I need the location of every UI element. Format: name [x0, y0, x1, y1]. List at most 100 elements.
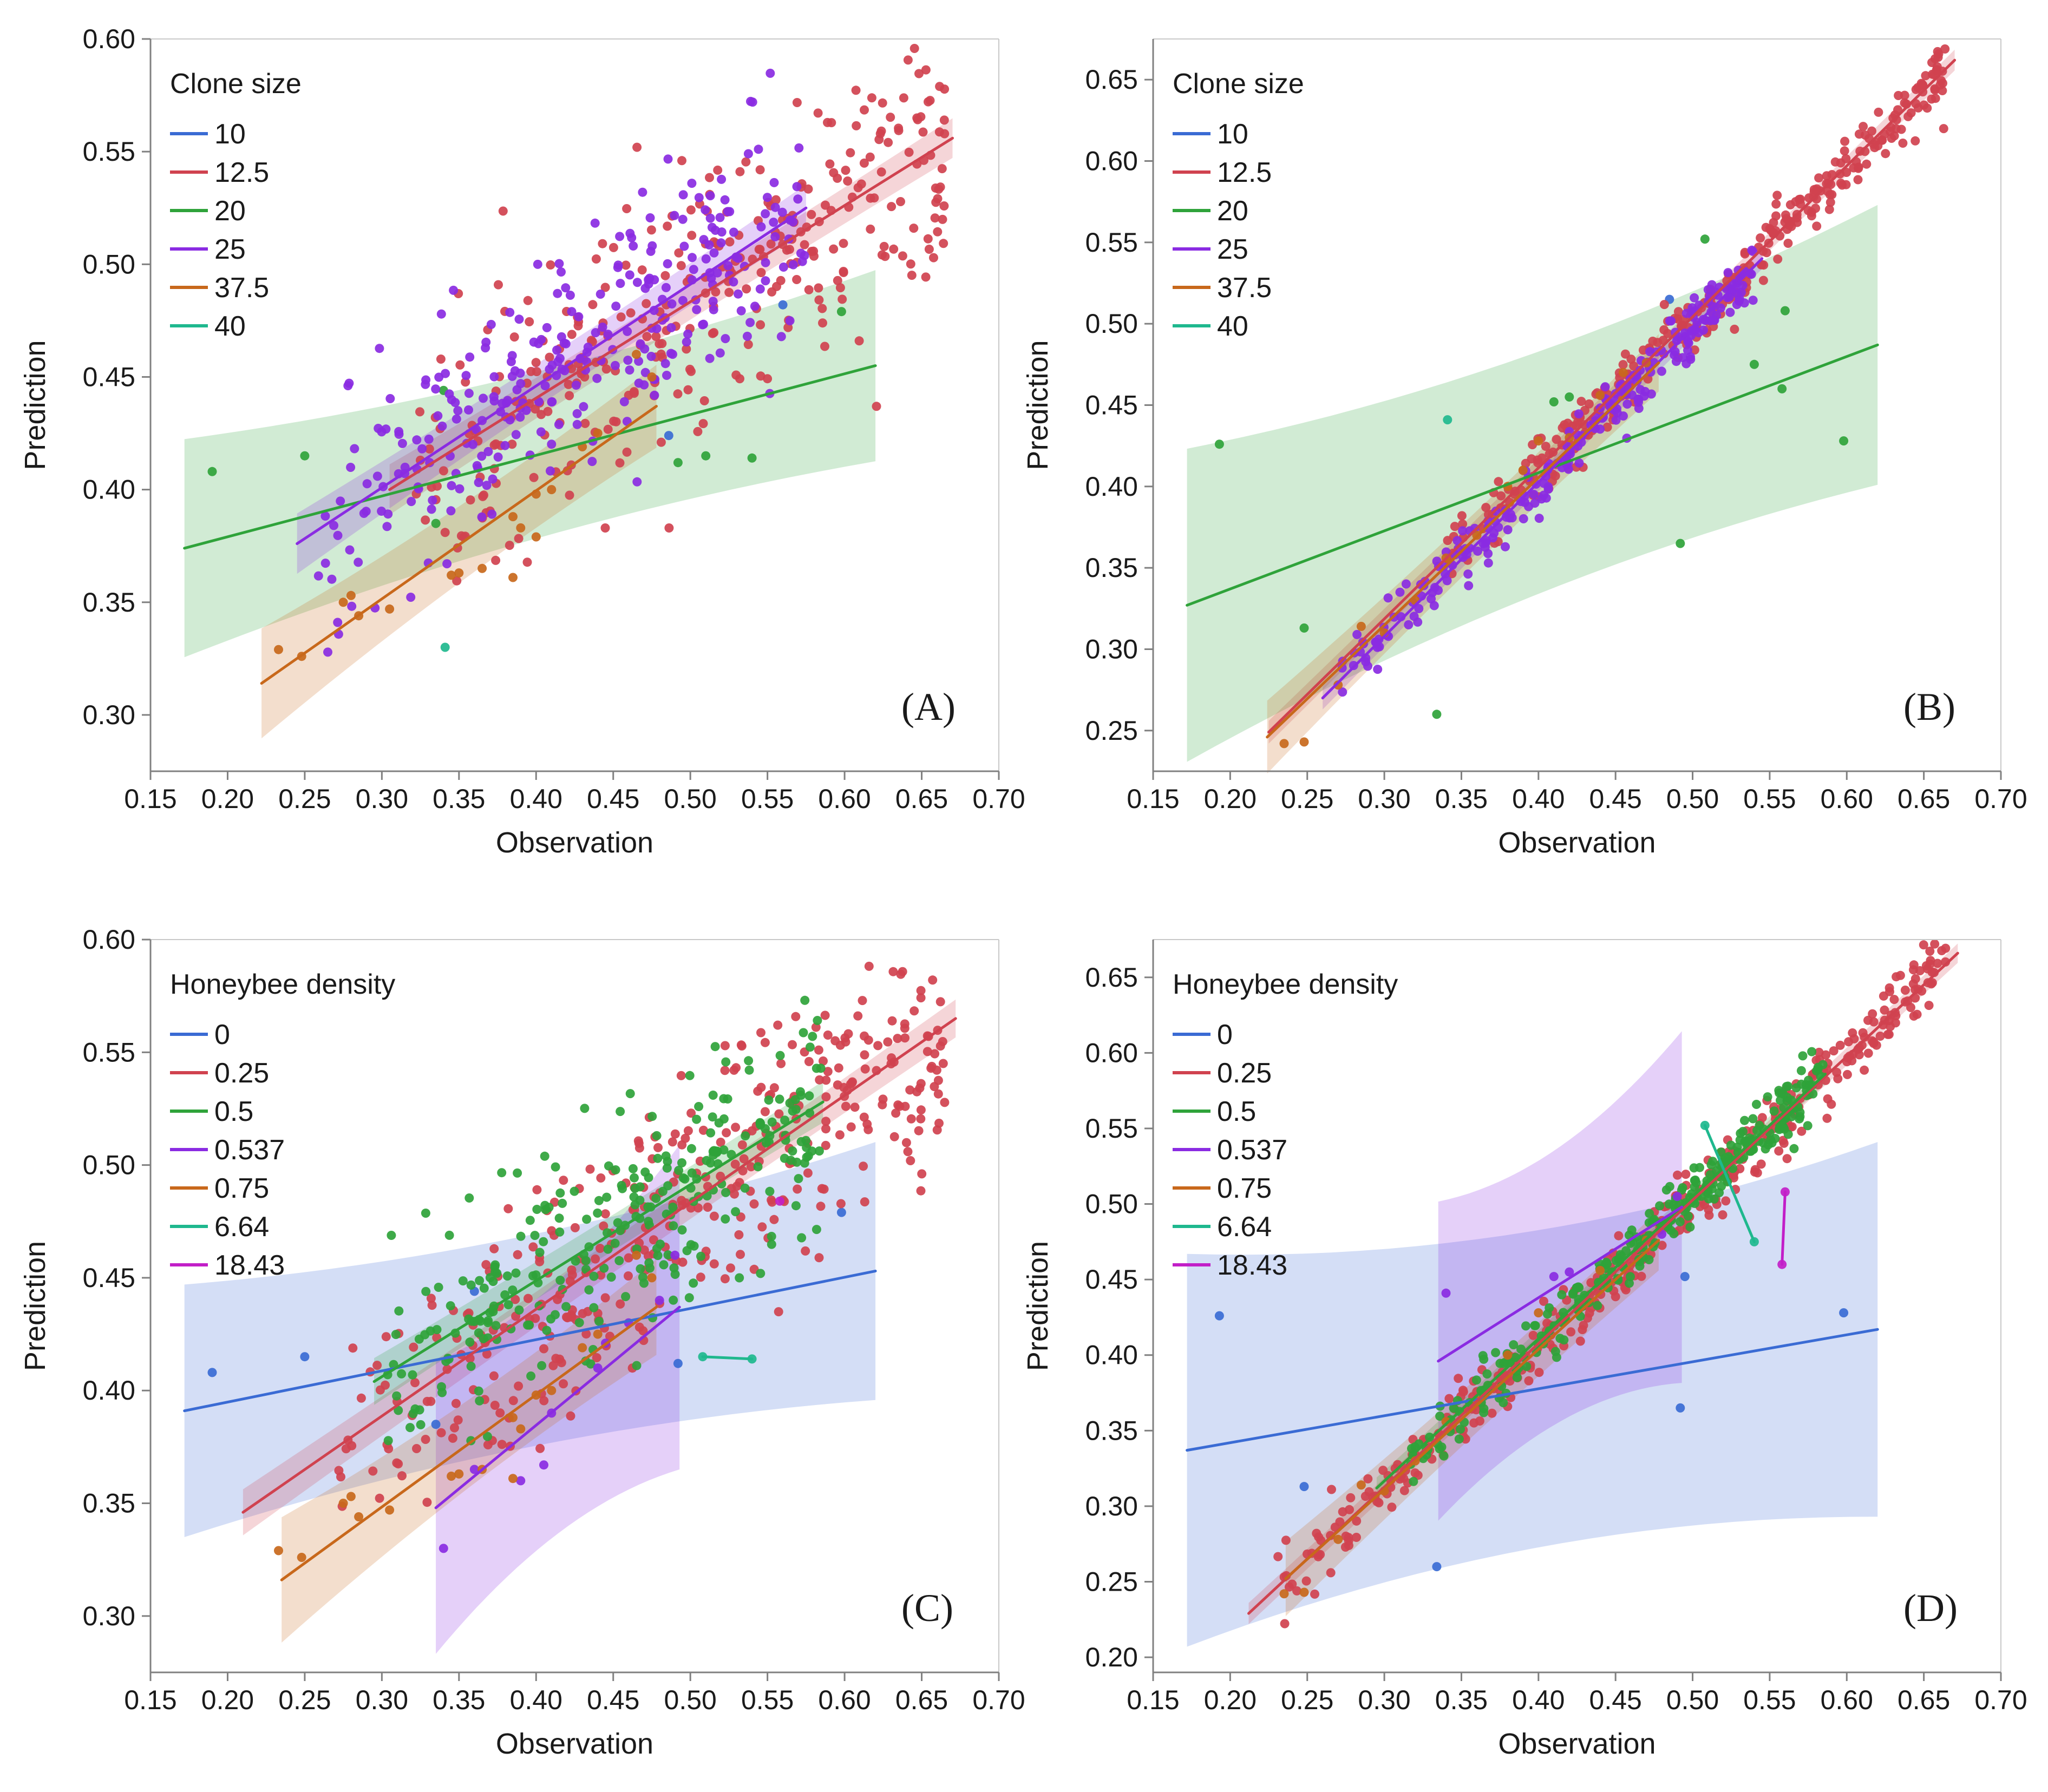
data-point-0 [1299, 1482, 1309, 1492]
data-point-12-5 [1859, 122, 1868, 132]
data-point-12-5 [1840, 136, 1850, 146]
y-tick-label: 0.55 [83, 1037, 135, 1067]
fit-line-0-537 [1437, 1205, 1684, 1363]
data-point-25 [489, 392, 499, 402]
data-point-0-537 [1565, 1267, 1574, 1277]
data-point-25 [1337, 663, 1347, 673]
data-point-0-25 [862, 1119, 872, 1129]
data-point-12-5 [896, 197, 905, 206]
data-point-0-25 [412, 1444, 421, 1453]
data-point-0-25 [528, 1242, 538, 1252]
data-point-0-5 [551, 1162, 560, 1172]
data-point-12-5 [903, 55, 913, 65]
data-point-25 [729, 227, 738, 237]
data-point-25 [375, 344, 384, 353]
data-point-0-5 [1522, 1362, 1532, 1371]
legend-entry-label: 10 [1217, 119, 1248, 150]
fit-line-37-5 [260, 405, 658, 685]
data-point-0-5 [669, 1221, 678, 1231]
data-point-0-75 [1441, 1417, 1451, 1427]
data-point-25 [313, 571, 323, 581]
data-point-25 [488, 474, 498, 484]
data-point-0-537 [469, 1465, 479, 1474]
data-point-25 [406, 593, 416, 602]
x-tick-label: 0.35 [1435, 784, 1488, 814]
y-tick-label: 0.65 [1085, 64, 1138, 95]
data-point-0-5 [610, 1238, 620, 1248]
data-point-20 [747, 453, 757, 463]
data-point-0-25 [887, 1016, 897, 1026]
data-point-12-5 [800, 240, 809, 250]
data-point-0-5 [652, 1131, 662, 1140]
data-point-25 [552, 345, 561, 355]
data-point-0-25 [821, 1092, 831, 1102]
data-point-0-5 [669, 1295, 678, 1305]
data-point-0-25 [1915, 966, 1925, 975]
data-point-25 [645, 213, 655, 222]
data-point-0-25 [513, 1250, 522, 1259]
data-point-12-5 [1891, 124, 1901, 134]
data-point-0-25 [893, 1034, 902, 1043]
data-point-0-5 [804, 1091, 814, 1101]
data-point-0-5 [554, 1213, 564, 1223]
data-point-0-25 [816, 1202, 826, 1211]
data-point-0-5 [408, 1370, 417, 1380]
data-point-12-5 [656, 349, 666, 359]
data-point-12-5 [455, 360, 465, 370]
data-point-0-25 [1273, 1552, 1283, 1561]
data-point-25 [663, 259, 672, 268]
fit-line-0 [183, 1269, 877, 1413]
data-point-0-5 [604, 1161, 613, 1171]
data-point-0-25 [914, 1126, 924, 1135]
data-point-25 [1442, 576, 1452, 586]
data-point-12-5 [854, 336, 864, 346]
data-point-25 [721, 334, 730, 344]
data-point-0-25 [1475, 1416, 1484, 1426]
data-point-25 [505, 415, 515, 425]
data-point-25 [571, 380, 581, 390]
data-point-12-5 [925, 96, 935, 106]
data-point-25 [769, 178, 779, 187]
data-point-25 [433, 411, 443, 421]
data-point-25 [625, 365, 634, 375]
data-point-25 [745, 318, 755, 327]
data-point-0-25 [1374, 1498, 1384, 1508]
data-point-0-25 [891, 1108, 901, 1118]
data-point-0-25 [1534, 1368, 1544, 1377]
data-point-12-5 [804, 285, 814, 294]
legend: Honeybee density 0 0.25 0.5 0.537 0.75 6.64 18.… [1173, 969, 1398, 1281]
data-point-25 [446, 506, 456, 516]
data-point-0-5 [1435, 1412, 1445, 1421]
x-tick-label: 0.20 [201, 1685, 254, 1715]
data-point-25 [668, 350, 677, 359]
x-tick-label: 0.35 [433, 1685, 485, 1715]
data-point-0-25 [774, 1109, 784, 1119]
data-point-0-5 [465, 1337, 475, 1347]
data-point-0-5 [502, 1271, 512, 1281]
data-point-0-5 [630, 1173, 639, 1183]
data-point-0-5 [651, 1193, 661, 1203]
data-point-0-5 [516, 1231, 526, 1241]
data-point-0-25 [1926, 956, 1935, 966]
data-point-25 [394, 429, 404, 439]
data-point-25 [486, 320, 496, 329]
data-point-25 [345, 545, 355, 555]
data-point-12-5 [705, 173, 714, 182]
data-point-25 [770, 202, 780, 212]
data-point-37-5 [338, 598, 348, 607]
data-point-25 [397, 438, 407, 448]
fit-line-6-64 [1703, 1124, 1756, 1243]
data-point-0-25 [935, 1041, 945, 1051]
data-point-12-5 [1781, 210, 1790, 220]
data-point-25 [452, 414, 461, 424]
data-point-0-25 [833, 1080, 842, 1090]
legend-entry-label: 0 [214, 1019, 230, 1051]
x-tick-label: 0.50 [1666, 1685, 1719, 1715]
data-point-12-5 [1785, 200, 1795, 209]
data-point-0-5 [574, 1318, 584, 1328]
data-point-0-5 [1655, 1201, 1665, 1211]
data-point-25 [734, 289, 743, 299]
y-tick-label: 0.30 [83, 700, 135, 730]
data-point-12-5 [433, 481, 442, 491]
data-point-25 [450, 398, 460, 408]
